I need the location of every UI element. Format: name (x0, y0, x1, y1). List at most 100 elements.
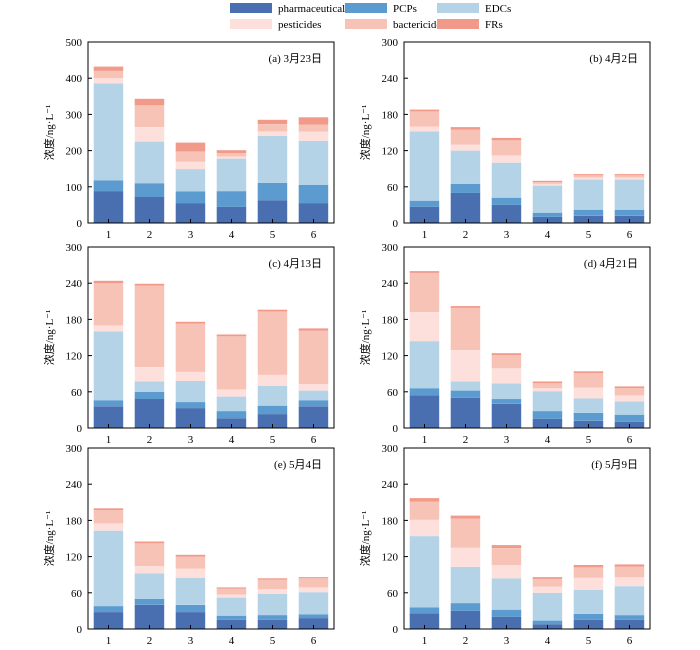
bar-3-1-EDCs (93, 331, 124, 401)
legend-swatch-4 (230, 19, 272, 29)
bar-6-6-FRs (614, 564, 645, 567)
bar-6-2-bactericides (450, 518, 481, 548)
legend-label-6: FRs (485, 19, 503, 31)
bar-5-3-FRs (175, 554, 206, 557)
y-tick-label-6-60: 60 (387, 588, 399, 600)
x-tick-label-1-5: 5 (270, 229, 276, 241)
bar-5-2-EDCs (134, 573, 165, 599)
bar-4-6-PCPs (614, 414, 645, 422)
x-tick-label-2-5: 5 (586, 229, 592, 241)
x-tick-label-3-5: 5 (270, 434, 276, 446)
y-tick-label-3-0: 0 (77, 423, 83, 435)
bar-6-5-FRs (573, 565, 604, 568)
panel-title-4: (d) 4月21日 (584, 258, 638, 270)
bar-5-4-bactericides (216, 588, 247, 595)
bar-2-5-PCPs (573, 209, 604, 216)
bar-1-2-pesticides (134, 127, 165, 142)
bar-2-3-bactericides (491, 140, 522, 156)
bar-2-2-pharmaceuticals (450, 192, 481, 223)
bar-1-4-pharmaceuticals (216, 206, 247, 223)
x-tick-label-1-6: 6 (311, 229, 317, 241)
bar-1-2-PCPs (134, 183, 165, 197)
bar-4-5-pesticides (573, 387, 604, 399)
bar-4-1-pharmaceuticals (409, 395, 440, 428)
y-tick-label-2-240: 240 (382, 73, 399, 85)
y-tick-label-5-240: 240 (66, 479, 83, 491)
bar-6-1-EDCs (409, 536, 440, 608)
bar-1-3-EDCs (175, 169, 206, 192)
x-tick-label-2-4: 4 (545, 229, 551, 241)
bar-3-2-FRs (134, 283, 165, 286)
y-tick-label-1-300: 300 (66, 109, 83, 121)
bar-3-3-EDCs (175, 380, 206, 402)
bar-3-5-pharmaceuticals (257, 414, 288, 428)
y-tick-label-5-0: 0 (77, 624, 83, 636)
bar-4-5-FRs (573, 371, 604, 374)
panel-title-3: (c) 4月13日 (269, 258, 322, 270)
x-tick-label-6-5: 5 (586, 635, 592, 645)
x-tick-label-3-6: 6 (311, 434, 317, 446)
bar-5-5-pharmaceuticals (257, 620, 288, 629)
y-tick-label-4-120: 120 (382, 351, 399, 363)
bar-5-4-EDCs (216, 597, 247, 616)
bar-6-2-pesticides (450, 547, 481, 567)
bar-5-5-FRs (257, 578, 288, 580)
bar-2-3-pharmaceuticals (491, 204, 522, 223)
bar-4-4-PCPs (532, 411, 563, 419)
bar-5-2-PCPs (134, 598, 165, 605)
bar-1-3-pharmaceuticals (175, 203, 206, 223)
bar-2-6-EDCs (614, 179, 645, 210)
bar-1-2-pharmaceuticals (134, 196, 165, 223)
bar-4-6-pesticides (614, 395, 645, 402)
bar-4-4-FRs (532, 381, 563, 384)
bar-3-1-pesticides (93, 325, 124, 332)
bar-3-6-EDCs (298, 390, 329, 401)
bar-5-3-pharmaceuticals (175, 612, 206, 629)
bar-5-2-pesticides (134, 566, 165, 574)
bar-1-5-EDCs (257, 135, 288, 183)
bar-3-2-EDCs (134, 381, 165, 392)
bar-4-2-pharmaceuticals (450, 397, 481, 428)
bar-6-1-pesticides (409, 519, 440, 537)
bar-1-6-PCPs (298, 185, 329, 204)
y-tick-label-4-300: 300 (382, 242, 399, 254)
bar-1-1-bactericides (93, 71, 124, 79)
bar-4-4-pharmaceuticals (532, 418, 563, 428)
panel-frame-2 (403, 41, 651, 224)
bar-5-6-bactericides (298, 578, 329, 588)
y-tick-label-2-0: 0 (393, 218, 399, 230)
bar-1-4-PCPs (216, 191, 247, 207)
bar-3-1-pharmaceuticals (93, 406, 124, 428)
bar-6-4-FRs (532, 577, 563, 579)
y-tick-label-6-0: 0 (393, 624, 399, 636)
bar-4-1-bactericides (409, 272, 440, 313)
x-tick-label-3-4: 4 (229, 434, 235, 446)
legend-swatch-1 (230, 3, 272, 13)
bar-5-5-EDCs (257, 594, 288, 616)
bar-5-1-PCPs (93, 606, 124, 613)
bar-5-4-PCPs (216, 615, 247, 620)
y-tick-label-5-180: 180 (66, 515, 83, 527)
bar-6-2-pharmaceuticals (450, 610, 481, 629)
y-tick-label-6-120: 120 (382, 552, 399, 564)
bar-6-5-bactericides (573, 567, 604, 578)
bar-5-1-bactericides (93, 510, 124, 524)
x-tick-label-5-3: 3 (188, 635, 194, 645)
bar-4-1-PCPs (409, 388, 440, 396)
bar-2-2-pesticides (450, 144, 481, 151)
y-tick-label-1-100: 100 (66, 182, 83, 194)
x-tick-label-4-6: 6 (627, 434, 633, 446)
bar-2-4-bactericides (532, 182, 563, 184)
bar-5-5-PCPs (257, 615, 288, 620)
bar-5-2-pharmaceuticals (134, 604, 165, 629)
bar-6-4-EDCs (532, 592, 563, 621)
legend-label-4: pesticides (278, 19, 321, 31)
bar-6-6-PCPs (614, 615, 645, 620)
bar-4-6-FRs (614, 386, 645, 389)
bar-1-6-FRs (298, 117, 329, 125)
bar-2-5-bactericides (573, 175, 604, 178)
bar-2-5-EDCs (573, 179, 604, 210)
y-tick-label-2-180: 180 (382, 109, 399, 121)
bar-2-3-EDCs (491, 162, 522, 198)
